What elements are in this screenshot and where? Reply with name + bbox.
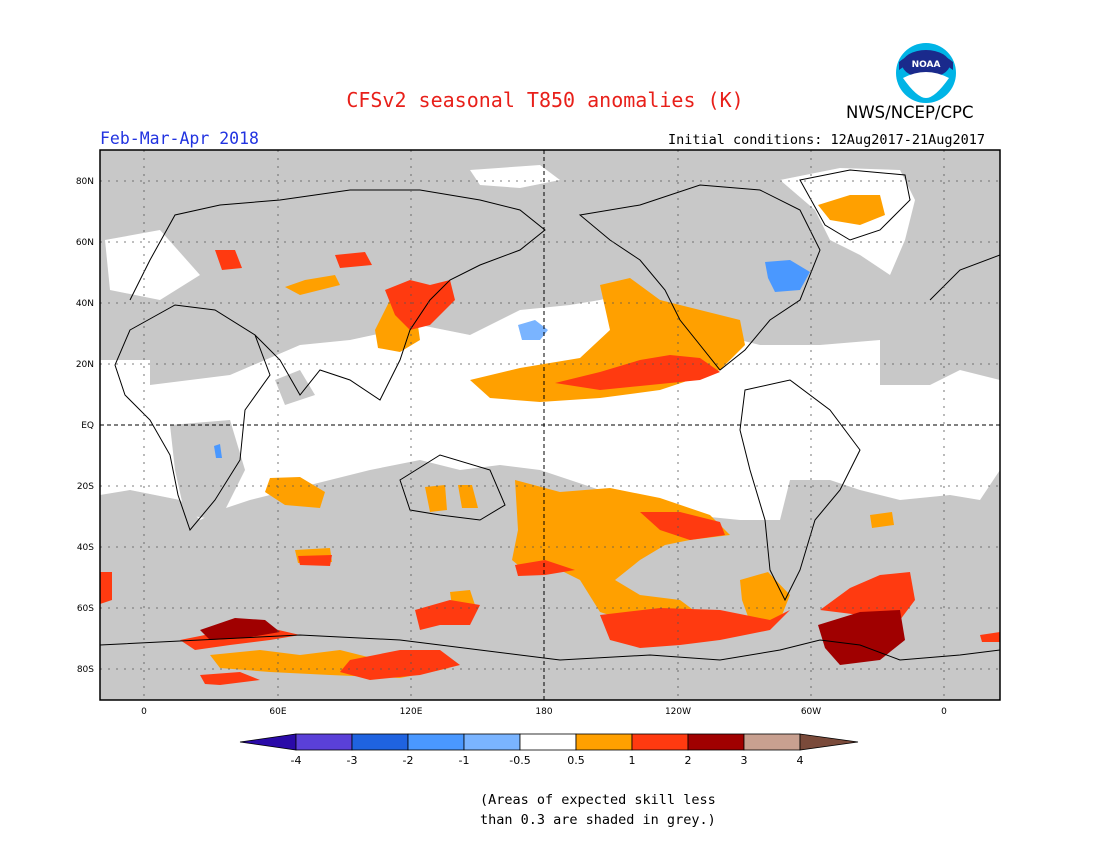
lon-label: 60W (801, 707, 821, 717)
skill-note-line1: (Areas of expected skill less (480, 792, 716, 808)
antarctica-coast (100, 634, 1000, 661)
sahara-white (105, 230, 200, 300)
north-america-coast (578, 184, 821, 371)
lat-label: 20N (76, 360, 94, 370)
central-asia-orange (285, 275, 340, 295)
antarctic-indian-red (415, 600, 480, 630)
colorbar-label: -2 (403, 754, 414, 767)
europe-red (215, 250, 242, 270)
logo-text: NOAA (912, 60, 941, 70)
pacific-blue (518, 320, 548, 340)
south-america-coast (739, 379, 861, 602)
aus2-orange (458, 485, 478, 508)
eurasia-coast (129, 189, 546, 401)
colorbar-swatch (295, 733, 353, 751)
season-label: Feb-Mar-Apr 2018 (100, 129, 259, 148)
ne-pacific-red (555, 355, 720, 390)
colorbar-label: 3 (741, 754, 748, 767)
southern-ocean-red (600, 608, 790, 648)
lon-label: 120W (665, 707, 691, 717)
agency-label: NWS/NCEP/CPC (846, 103, 974, 122)
colorbar-label: -4 (291, 754, 302, 767)
lat-label: 40S (77, 543, 94, 553)
colorbar-label: 2 (685, 754, 692, 767)
lat-label: 40N (76, 299, 94, 309)
greenland-coast (799, 169, 911, 241)
colorbar-label: -1 (459, 754, 470, 767)
colorbar-swatch (351, 733, 409, 751)
africa-blue (214, 444, 222, 458)
colorbar-label: -3 (347, 754, 358, 767)
neutral-band (100, 290, 1000, 520)
colorbar-label: -0.5 (509, 754, 530, 767)
colorbar-label: 1 (629, 754, 636, 767)
colorbar-swatch (519, 733, 577, 751)
colorbar-arrow-left (239, 733, 297, 751)
lat-label: 80S (77, 665, 94, 675)
lat-label: 80N (76, 177, 94, 187)
colorbar-swatch (631, 733, 689, 751)
lat-label: 20S (77, 482, 94, 492)
lon-label: 0 (941, 707, 947, 717)
west-atlantic-red (100, 572, 112, 604)
africa-grey (170, 420, 245, 520)
colorbar-swatch (575, 733, 633, 751)
siberia-red (335, 252, 372, 268)
colorbar-swatch (463, 733, 521, 751)
lon-label: 120E (400, 707, 423, 717)
south-pacific-red (640, 512, 725, 540)
map-frame (99, 149, 1001, 701)
antarctic-red-strip (340, 650, 460, 680)
indian-red-small (298, 555, 332, 566)
africa-coast (114, 304, 271, 532)
colorbar-swatch (687, 733, 745, 751)
lon-label: 60E (269, 707, 286, 717)
antarctic-red-west (200, 672, 260, 685)
weddell-darkred (818, 610, 905, 665)
tasman-red (515, 560, 575, 576)
colorbar-label: 4 (797, 754, 804, 767)
colorbar-label: 0.5 (567, 754, 585, 767)
canada-blue (765, 260, 810, 292)
australia-coast (399, 454, 506, 521)
colorbar (239, 733, 859, 751)
noaa-logo: NOAA (896, 43, 956, 103)
initial-conditions-label: Initial conditions: 12Aug2017-21Aug2017 (668, 132, 985, 148)
antarctic-darkred (200, 618, 280, 640)
lon-label: 0 (141, 707, 147, 717)
skill-note-line2: than 0.3 are shaded in grey.) (480, 812, 716, 828)
lat-label: 60N (76, 238, 94, 248)
colorbar-swatch (743, 733, 801, 751)
colorbar-arrow-right (799, 733, 859, 751)
lon-label: 180 (535, 707, 552, 717)
colorbar-swatch (407, 733, 465, 751)
lat-label: 60S (77, 604, 94, 614)
india-grey (275, 370, 315, 405)
south-atlantic-orange (870, 512, 894, 528)
page-title: CFSv2 seasonal T850 anomalies (K) (346, 88, 744, 112)
africa-se-orange (265, 477, 325, 508)
sw-atlantic-red (980, 632, 1000, 642)
greenland-orange (818, 195, 885, 225)
aus-orange (425, 485, 447, 512)
europe-coast-right (929, 254, 1000, 301)
arctic-white (470, 165, 560, 188)
lat-label: EQ (81, 421, 94, 431)
south-atlantic-red (820, 572, 915, 620)
